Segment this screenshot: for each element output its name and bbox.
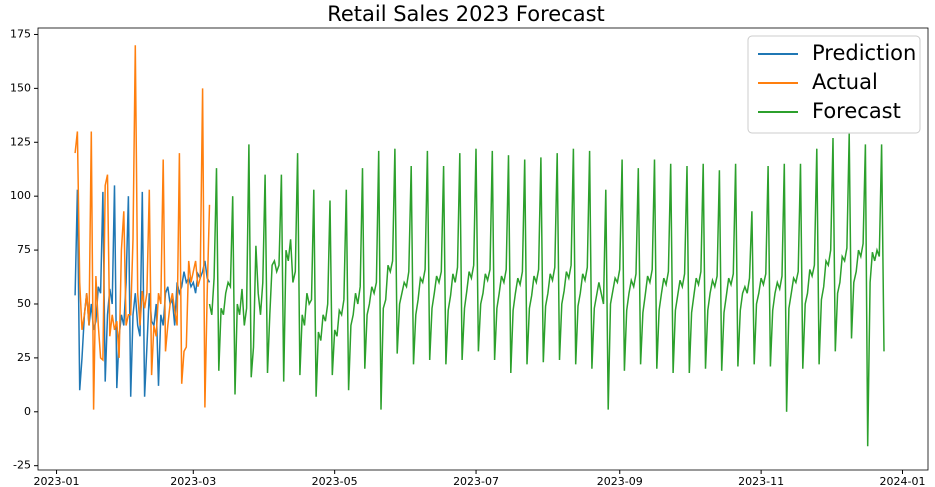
series-line (74, 45, 211, 410)
legend-label: Forecast (812, 99, 901, 123)
y-tick-label: 75 (17, 243, 31, 256)
legend-box (747, 35, 921, 134)
y-tick-label: 175 (10, 27, 31, 40)
chart-title: Retail Sales 2023 Forecast (327, 2, 605, 26)
legend-label: Actual (812, 70, 878, 94)
series-line (208, 133, 885, 447)
x-tick-label: 2023-09 (597, 475, 643, 487)
y-tick-label: -25 (13, 459, 31, 472)
x-tick-label: 2023-01 (34, 475, 80, 487)
y-tick-label: 50 (17, 297, 31, 310)
y-tick-label: 150 (10, 81, 31, 94)
legend-label: Prediction (812, 41, 916, 65)
x-tick-label: 2023-07 (453, 475, 499, 487)
y-tick-label: 125 (10, 135, 31, 148)
plot-frame (37, 27, 929, 471)
y-tick-label: 0 (24, 405, 31, 418)
y-tick-label: 25 (17, 351, 31, 364)
y-tick-label: 100 (10, 189, 31, 202)
x-tick-label: 2023-03 (170, 475, 216, 487)
x-tick-label: 2023-11 (738, 475, 784, 487)
x-tick-label: 2024-01 (880, 475, 926, 487)
x-tick-label: 2023-05 (312, 475, 358, 487)
